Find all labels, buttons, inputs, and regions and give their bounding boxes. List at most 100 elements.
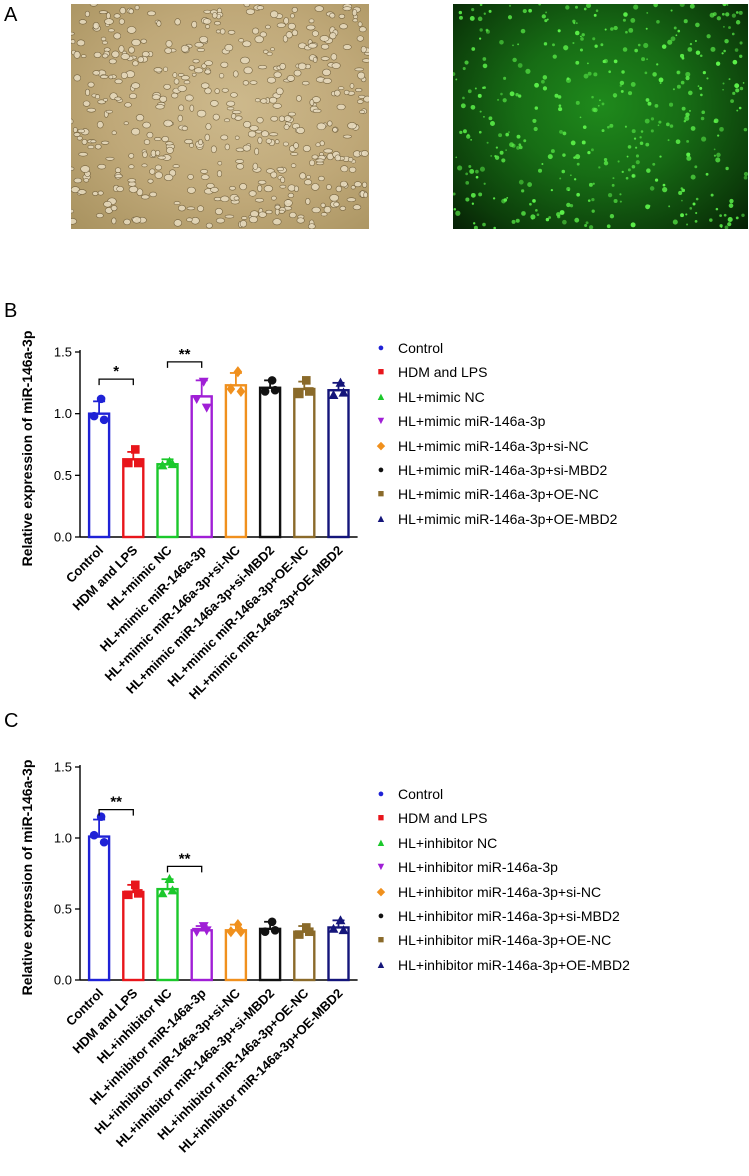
- cell: [278, 115, 285, 122]
- cell: [78, 19, 87, 25]
- cell: [177, 85, 187, 92]
- fluorescent-cell: [725, 166, 729, 171]
- chart-c: 0.0 0.5 1.0 1.5 Relative expression of miR-1…: [19, 760, 358, 1155]
- cell: [189, 104, 195, 112]
- data-point: [305, 387, 314, 396]
- fluorescent-cell: [464, 60, 469, 65]
- cell: [141, 163, 148, 168]
- cell: [315, 142, 321, 147]
- legend-label: HL+mimic miR-146a-3p: [398, 413, 546, 430]
- legend-label: HL+inhibitor NC: [398, 834, 498, 851]
- fluorescent-cell: [463, 129, 467, 134]
- cell: [224, 214, 235, 219]
- fluorescent-cell: [662, 183, 666, 187]
- cell: [346, 197, 357, 203]
- fluorescent-cell: [645, 142, 650, 147]
- significance-bracket: **: [166, 850, 203, 873]
- fluorescent-cell: [736, 109, 739, 112]
- fluorescent-cell: [509, 91, 515, 97]
- bar-group: [224, 366, 248, 539]
- legend-marker-icon: ■: [377, 366, 385, 379]
- fluorescent-cell: [694, 220, 698, 223]
- legend-label: HL+mimic miR-146a-3p+OE-MBD2: [398, 510, 618, 527]
- cell: [329, 194, 339, 202]
- fluorescent-cell: [581, 140, 586, 145]
- fluorescent-cell: [532, 118, 537, 123]
- cell: [230, 92, 238, 98]
- fluorescent-cell: [479, 28, 483, 32]
- cell: [142, 121, 151, 129]
- fluorescent-cell: [623, 12, 628, 17]
- significance-bracket: **: [166, 346, 203, 368]
- cell: [134, 4, 140, 11]
- fluorescent-cell: [630, 17, 636, 23]
- cell: [165, 40, 173, 48]
- cell: [181, 125, 188, 131]
- legend-item: ■ HL+inhibitor miR-146a-3p+OE-NC: [368, 932, 612, 948]
- fluorescent-cell: [739, 54, 743, 58]
- cell: [103, 200, 112, 208]
- cell: [131, 38, 141, 47]
- fluorescent-cell: [469, 168, 475, 174]
- cell: [239, 220, 247, 228]
- cell: [339, 180, 348, 188]
- cell: [318, 175, 325, 182]
- cell: [314, 5, 324, 12]
- fluorescent-cell: [585, 221, 589, 225]
- cell: [183, 80, 191, 85]
- fluorescent-cell: [709, 12, 715, 18]
- legend-item: ■ HDM and LPS: [368, 810, 488, 826]
- fluorescent-cell: [713, 120, 717, 123]
- fluorescent-cell: [544, 19, 548, 23]
- cell: [283, 199, 293, 207]
- fluorescent-cell: [710, 46, 716, 52]
- legend-label: HL+inhibitor miR-146a-3p+si-MBD2: [398, 908, 620, 924]
- cell: [218, 73, 225, 79]
- cell: [136, 188, 144, 196]
- fluorescent-cell: [558, 29, 561, 32]
- cell: [257, 65, 268, 70]
- cell: [165, 141, 174, 146]
- cell: [327, 120, 333, 127]
- cell: [296, 95, 302, 102]
- fluorescent-cell: [498, 133, 503, 138]
- fluorescent-cell: [700, 116, 705, 121]
- fluorescent-cell: [521, 211, 526, 216]
- fluorescent-cell: [735, 88, 740, 93]
- fluorescent-cell: [617, 160, 620, 163]
- cell: [96, 121, 104, 129]
- cell: [98, 10, 108, 15]
- fluorescent-cell: [488, 116, 493, 121]
- cell: [84, 10, 90, 18]
- bar-group: [87, 812, 111, 982]
- cell: [293, 185, 299, 192]
- cell: [304, 179, 313, 186]
- cell: [285, 31, 293, 39]
- cell: [336, 103, 346, 111]
- cell: [200, 169, 209, 174]
- fluorescent-cell: [559, 129, 563, 134]
- cell: [271, 195, 277, 201]
- legend-marker-icon: ▲: [375, 390, 387, 403]
- fluorescent-cell: [511, 219, 516, 224]
- fluorescent-cell: [628, 27, 634, 33]
- fluorescent-cell: [722, 4, 727, 7]
- fluorescent-cell: [689, 42, 693, 46]
- cell: [127, 178, 137, 183]
- fluorescent-cell: [562, 219, 567, 225]
- fluorescent-cell: [667, 139, 670, 142]
- fluorescent-cell: [715, 157, 721, 163]
- data-point: [267, 917, 277, 927]
- cell: [147, 10, 156, 16]
- data-point: [270, 926, 280, 935]
- cell: [140, 38, 147, 44]
- fluorescent-cell: [706, 34, 711, 39]
- fluorescent-cell: [505, 132, 510, 137]
- fluorescent-cell: [495, 146, 498, 149]
- cell: [311, 183, 320, 191]
- fluorescent-cell: [619, 84, 622, 87]
- cell: [234, 135, 240, 140]
- cell: [73, 127, 78, 133]
- cell: [116, 186, 124, 192]
- fluorescent-cell: [522, 8, 527, 14]
